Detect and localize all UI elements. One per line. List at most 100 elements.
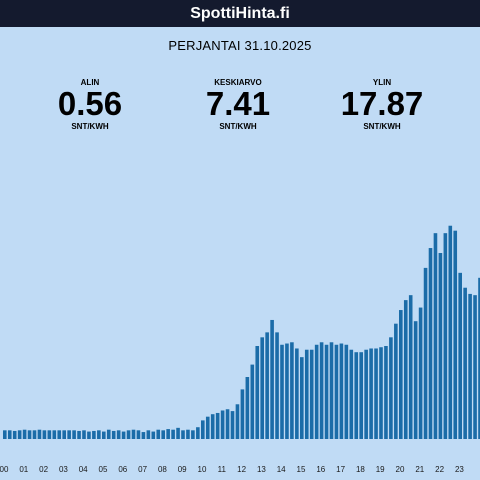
- price-bar[interactable]: [374, 348, 378, 439]
- price-bar[interactable]: [156, 429, 161, 439]
- price-bar[interactable]: [72, 430, 76, 439]
- price-bar[interactable]: [121, 431, 126, 439]
- price-bar[interactable]: [270, 319, 274, 439]
- price-bar[interactable]: [265, 332, 269, 439]
- price-bar[interactable]: [240, 389, 245, 439]
- price-bar[interactable]: [309, 349, 314, 439]
- price-bar[interactable]: [339, 343, 344, 439]
- price-bar[interactable]: [12, 430, 17, 439]
- price-bar[interactable]: [354, 352, 359, 439]
- price-bar[interactable]: [369, 348, 373, 439]
- price-bar[interactable]: [106, 429, 111, 439]
- price-bar[interactable]: [438, 253, 443, 439]
- price-bar[interactable]: [42, 430, 47, 439]
- price-bar[interactable]: [181, 430, 185, 439]
- price-bar[interactable]: [225, 409, 230, 439]
- price-bar[interactable]: [394, 323, 398, 439]
- price-bar[interactable]: [146, 430, 151, 439]
- price-bar[interactable]: [334, 344, 339, 439]
- x-tick-label: 01: [19, 465, 28, 474]
- price-bar[interactable]: [384, 346, 388, 439]
- price-bar[interactable]: [408, 295, 413, 439]
- price-bar[interactable]: [433, 233, 438, 439]
- price-bar[interactable]: [235, 404, 240, 439]
- price-bar[interactable]: [87, 431, 91, 439]
- price-bar[interactable]: [468, 293, 472, 439]
- price-bar[interactable]: [364, 349, 368, 439]
- price-bar[interactable]: [295, 348, 299, 439]
- price-bar[interactable]: [161, 430, 165, 439]
- price-bar[interactable]: [62, 430, 66, 439]
- price-bar[interactable]: [399, 310, 403, 439]
- price-bar[interactable]: [275, 332, 279, 439]
- price-bar[interactable]: [191, 430, 195, 439]
- price-bar[interactable]: [329, 342, 334, 439]
- price-bar[interactable]: [418, 307, 423, 439]
- price-bar[interactable]: [300, 357, 304, 439]
- price-bar[interactable]: [463, 287, 467, 439]
- price-bar[interactable]: [285, 343, 289, 439]
- price-bar[interactable]: [67, 430, 71, 439]
- price-bar[interactable]: [359, 352, 363, 439]
- price-bar[interactable]: [97, 430, 101, 439]
- price-bar[interactable]: [92, 430, 96, 439]
- price-bar[interactable]: [171, 429, 175, 439]
- price-bar[interactable]: [57, 430, 62, 439]
- price-bar[interactable]: [250, 364, 255, 439]
- price-bar[interactable]: [290, 342, 294, 439]
- price-bar[interactable]: [215, 412, 220, 439]
- price-bar[interactable]: [403, 300, 408, 439]
- price-bar[interactable]: [126, 430, 131, 439]
- price-bar[interactable]: [17, 430, 22, 439]
- price-bar[interactable]: [136, 430, 141, 439]
- price-bar[interactable]: [32, 430, 37, 439]
- price-bar[interactable]: [201, 420, 205, 439]
- price-bar[interactable]: [205, 416, 210, 439]
- price-bar[interactable]: [47, 430, 52, 439]
- price-bar[interactable]: [82, 430, 86, 439]
- price-bar[interactable]: [260, 337, 264, 439]
- price-bar[interactable]: [473, 295, 477, 439]
- price-bar[interactable]: [111, 430, 116, 439]
- price-bar[interactable]: [186, 429, 190, 439]
- price-bar[interactable]: [196, 427, 200, 439]
- site-title[interactable]: SpottiHinta.fi: [190, 4, 290, 22]
- price-bar[interactable]: [27, 430, 32, 439]
- price-bar[interactable]: [423, 267, 428, 439]
- price-bar[interactable]: [141, 432, 146, 439]
- price-bar[interactable]: [151, 431, 156, 439]
- price-bar[interactable]: [102, 431, 106, 439]
- price-bar[interactable]: [344, 344, 349, 439]
- price-bar[interactable]: [230, 411, 235, 439]
- price-bar[interactable]: [413, 321, 418, 439]
- price-bar[interactable]: [22, 429, 27, 439]
- price-bar[interactable]: [52, 430, 57, 439]
- price-bar[interactable]: [428, 248, 433, 439]
- price-bar[interactable]: [280, 344, 284, 439]
- price-bar[interactable]: [453, 230, 458, 439]
- price-bar[interactable]: [220, 410, 225, 439]
- price-bar[interactable]: [443, 233, 448, 439]
- price-bar[interactable]: [7, 430, 12, 439]
- price-bar[interactable]: [349, 349, 354, 439]
- price-bar[interactable]: [448, 225, 453, 439]
- price-bar[interactable]: [176, 427, 180, 439]
- price-bar[interactable]: [3, 430, 7, 439]
- price-bar[interactable]: [304, 349, 309, 439]
- price-bar[interactable]: [37, 429, 42, 439]
- price-bar[interactable]: [210, 414, 215, 439]
- price-bar[interactable]: [131, 429, 136, 439]
- price-bar[interactable]: [458, 272, 462, 439]
- price-bar[interactable]: [166, 429, 170, 439]
- price-bar[interactable]: [116, 430, 121, 439]
- price-bar[interactable]: [77, 430, 81, 439]
- price-bar[interactable]: [255, 346, 260, 439]
- price-bar[interactable]: [324, 344, 329, 439]
- price-bar[interactable]: [314, 344, 319, 439]
- price-bar[interactable]: [319, 342, 324, 439]
- price-bar[interactable]: [478, 277, 480, 439]
- price-bar[interactable]: [245, 377, 250, 439]
- price-bar[interactable]: [389, 337, 393, 439]
- x-tick-label: 21: [415, 465, 424, 474]
- price-bar[interactable]: [379, 347, 383, 439]
